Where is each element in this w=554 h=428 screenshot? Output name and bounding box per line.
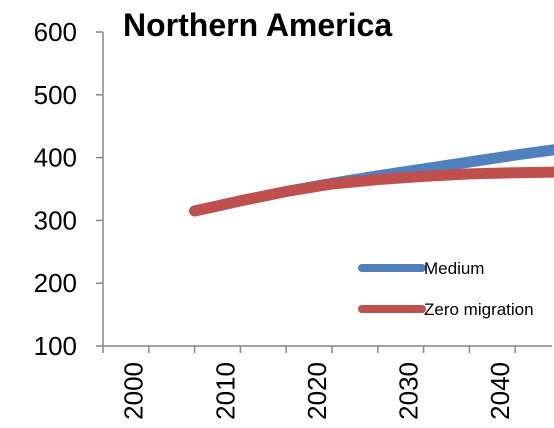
y-tick-label: 400 <box>34 143 77 173</box>
legend-label: Medium <box>424 259 484 278</box>
legend-label: Zero migration <box>424 300 534 319</box>
x-axis-ticks: 200020102020203020402050 <box>102 346 516 420</box>
legend: Medium Zero migration <box>358 259 534 319</box>
x-tick-label: 2020 <box>302 362 332 420</box>
series-lines <box>189 144 554 217</box>
x-tick-label: 2030 <box>393 362 423 420</box>
y-tick-label: 100 <box>34 331 77 361</box>
x-tick-label: 2000 <box>119 362 149 420</box>
y-tick-label: 500 <box>34 80 77 110</box>
y-tick-label: 600 <box>34 17 77 47</box>
y-tick-label: 200 <box>34 268 77 298</box>
y-tick-label: 300 <box>34 205 77 235</box>
x-tick-label: 2040 <box>485 362 515 420</box>
axes <box>102 32 552 347</box>
series-line-zero-migration <box>189 166 554 217</box>
x-tick-label: 2010 <box>210 362 240 420</box>
y-axis-ticks: 600 500 400 300 200 100 <box>34 17 103 361</box>
chart-title: Northern America <box>123 7 392 43</box>
